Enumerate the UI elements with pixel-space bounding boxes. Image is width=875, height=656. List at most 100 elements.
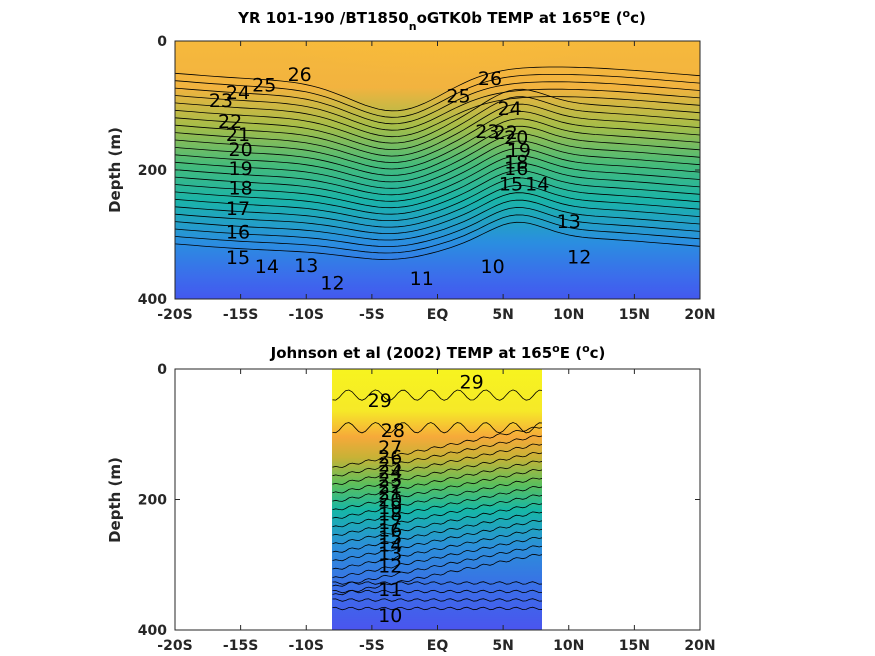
- contour-label: 15: [226, 247, 250, 269]
- x-tick-label: -15S: [223, 307, 258, 323]
- x-tick-label: 5N: [492, 638, 513, 654]
- x-tick-label: -10S: [289, 307, 324, 323]
- x-tick-label: 10N: [553, 638, 584, 654]
- contour-line: [175, 207, 700, 247]
- contour-label: 13: [557, 211, 581, 233]
- contour-label: 18: [504, 152, 528, 174]
- y-tick-label: 200: [138, 493, 167, 509]
- contour-line: [332, 460, 542, 502]
- contour-line: [175, 118, 700, 170]
- contour-line: [332, 528, 542, 570]
- contour-label: 14: [378, 535, 402, 557]
- y-tick-label: 400: [138, 292, 167, 308]
- contour-line: [175, 125, 700, 176]
- x-tick-label: 20N: [684, 638, 715, 654]
- x-tick-label: -10S: [289, 638, 324, 654]
- contour-label: 15: [378, 527, 402, 549]
- top-y-axis-title: Depth (m): [106, 127, 124, 213]
- contour-line: [175, 111, 700, 163]
- contour-label: 15: [499, 174, 523, 196]
- contour-label: 19: [378, 497, 402, 519]
- bottom-temperature-field: [332, 369, 542, 630]
- contour-label: 21: [226, 124, 250, 146]
- contour-line: [332, 511, 542, 553]
- top-title: YR 101-190 /BT1850noGTK0b TEMP at 165oE …: [237, 7, 646, 33]
- top-y-ticks: 0 200 400: [138, 34, 700, 308]
- contour-label: 18: [229, 178, 253, 200]
- contour-label: 20: [504, 127, 528, 149]
- contour-line: [175, 170, 700, 215]
- contour-label: 12: [320, 272, 344, 294]
- contour-line: [332, 606, 542, 611]
- contour-label: 21: [378, 483, 402, 505]
- top-panel: YR 101-190 /BT1850noGTK0b TEMP at 165oE …: [106, 7, 716, 324]
- contour-line: [332, 598, 542, 602]
- contour-line: [332, 536, 542, 579]
- contour-label: 12: [378, 556, 402, 578]
- x-tick-label: -20S: [157, 638, 192, 654]
- contour-label: 23: [475, 121, 499, 143]
- contour-label: 29: [460, 372, 484, 394]
- contour-label: 22: [494, 122, 518, 144]
- contour-label: 24: [378, 462, 402, 484]
- contour-label: 11: [410, 268, 434, 290]
- contour-label: 20: [229, 139, 253, 161]
- contour-line: [332, 477, 542, 519]
- bottom-contour-labels: 29 29 282726252423222120191817161514131211…: [368, 372, 484, 628]
- y-tick-label: 200: [138, 163, 167, 179]
- contour-line: [175, 88, 700, 144]
- contour-line: [332, 452, 542, 494]
- contour-line: [175, 147, 700, 196]
- contour-line: [332, 494, 542, 536]
- contour-label: 24: [498, 98, 522, 120]
- x-tick-label: 15N: [619, 307, 650, 323]
- contour-label: 24: [226, 82, 250, 104]
- contour-line: [332, 389, 542, 401]
- contour-label: 16: [226, 221, 250, 243]
- contour-label: 25: [378, 454, 402, 476]
- bottom-x-ticks: -20S -15S -10S -5S EQ 5N 10N 15N 20N: [157, 369, 716, 654]
- contour-label: 13: [294, 255, 318, 277]
- contour-label: 17: [378, 512, 402, 534]
- contour-line: [175, 199, 700, 241]
- contour-label: 25: [252, 74, 276, 96]
- contour-label: 10: [378, 605, 402, 627]
- contour-line: [332, 553, 542, 596]
- contour-line: [332, 443, 542, 485]
- contour-line: [175, 185, 700, 228]
- top-cold-pool: [290, 190, 700, 299]
- bottom-contour-lines: [332, 389, 542, 611]
- contour-line: [332, 486, 542, 528]
- contour-label: 20: [378, 490, 402, 512]
- contour-label: 29: [368, 390, 392, 412]
- y-tick-label: 0: [157, 34, 167, 50]
- contour-label: 28: [381, 420, 405, 442]
- contour-label: 12: [567, 247, 591, 269]
- contour-line: [175, 155, 700, 202]
- bottom-y-ticks: 0 200 400: [138, 362, 700, 639]
- x-tick-label: 20N: [684, 307, 715, 323]
- x-tick-label: -5S: [359, 307, 385, 323]
- top-x-ticks: -20S -15S -10S -5S EQ 5N 10N 15N 20N: [157, 41, 716, 323]
- contour-label: 16: [504, 158, 528, 180]
- contour-label: 14: [525, 174, 549, 196]
- contour-line: [175, 74, 700, 118]
- contour-line: [175, 221, 700, 260]
- bottom-plot-area: [332, 369, 542, 630]
- contour-label: 10: [481, 256, 505, 278]
- bottom-title: Johnson et al (2002) TEMP at 165oE (oc): [270, 342, 606, 363]
- x-tick-label: EQ: [427, 638, 449, 654]
- contour-line: [175, 177, 700, 221]
- bottom-y-axis-title: Depth (m): [106, 457, 124, 543]
- y-tick-label: 400: [138, 623, 167, 639]
- contour-label: 22: [218, 111, 242, 133]
- contour-line: [175, 66, 700, 112]
- contour-label: 26: [378, 447, 402, 469]
- contour-label: 13: [378, 543, 402, 565]
- top-plot-area: [175, 41, 700, 299]
- contour-label: 23: [209, 90, 233, 112]
- contour-label: 22: [378, 476, 402, 498]
- contour-line: [332, 435, 542, 477]
- contour-line: [332, 581, 542, 585]
